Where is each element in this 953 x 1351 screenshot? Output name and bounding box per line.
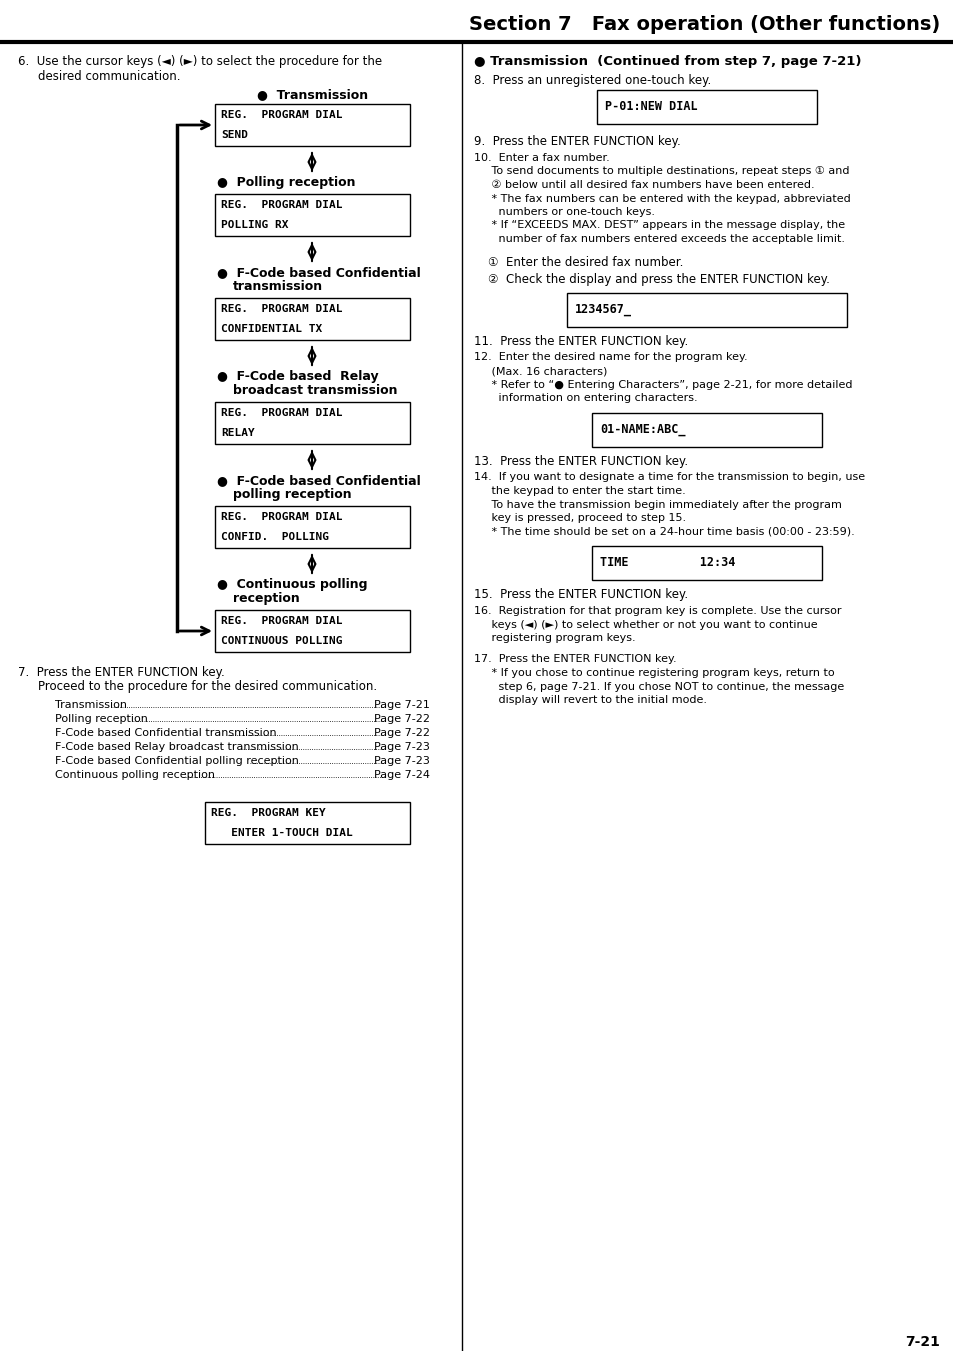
Text: REG.  PROGRAM DIAL: REG. PROGRAM DIAL [221,616,342,626]
Text: Continuous polling reception: Continuous polling reception [55,770,214,780]
Text: CONFID.  POLLING: CONFID. POLLING [221,532,329,543]
Text: 11.  Press the ENTER FUNCTION key.: 11. Press the ENTER FUNCTION key. [474,335,687,347]
Text: polling reception: polling reception [233,488,352,501]
Text: step 6, page 7-21. If you chose NOT to continue, the message: step 6, page 7-21. If you chose NOT to c… [474,681,843,692]
Text: F-Code based Relay broadcast transmission: F-Code based Relay broadcast transmissio… [55,742,298,753]
Text: CONTINUOUS POLLING: CONTINUOUS POLLING [221,636,342,647]
Text: Section 7   Fax operation (Other functions): Section 7 Fax operation (Other functions… [468,15,939,34]
Text: 8.  Press an unregistered one-touch key.: 8. Press an unregistered one-touch key. [474,74,711,86]
Bar [597,91,816,124]
Text: 16.  Registration for that program key is complete. Use the cursor: 16. Registration for that program key is… [474,607,841,616]
Text: * If you chose to continue registering program keys, return to: * If you chose to continue registering p… [474,667,834,678]
Text: transmission: transmission [233,280,323,293]
Bar [214,299,410,340]
Text: 7.  Press the ENTER FUNCTION key.: 7. Press the ENTER FUNCTION key. [18,666,225,680]
Text: Transmission: Transmission [55,700,127,711]
Text: ①  Enter the desired fax number.: ① Enter the desired fax number. [488,255,682,269]
Text: ②  Check the display and press the ENTER FUNCTION key.: ② Check the display and press the ENTER … [488,273,829,285]
Text: display will revert to the initial mode.: display will revert to the initial mode. [474,694,706,705]
Text: 12.  Enter the desired name for the program key.: 12. Enter the desired name for the progr… [474,353,747,362]
Text: RELAY: RELAY [221,428,254,439]
Text: Page 7-22: Page 7-22 [374,728,430,738]
Text: TIME          12:34: TIME 12:34 [599,557,735,570]
Text: 01-NAME:ABC_: 01-NAME:ABC_ [599,423,685,436]
Text: 15.  Press the ENTER FUNCTION key.: 15. Press the ENTER FUNCTION key. [474,588,687,601]
Text: Page 7-23: Page 7-23 [374,757,430,766]
Text: (Max. 16 characters): (Max. 16 characters) [474,366,607,376]
Text: 13.  Press the ENTER FUNCTION key.: 13. Press the ENTER FUNCTION key. [474,454,687,467]
Text: ② below until all desired fax numbers have been entered.: ② below until all desired fax numbers ha… [474,180,814,190]
Text: ●  Transmission: ● Transmission [256,88,368,101]
Text: ENTER 1-TOUCH DIAL: ENTER 1-TOUCH DIAL [211,828,353,839]
Text: F-Code based Confidential transmission: F-Code based Confidential transmission [55,728,276,738]
Text: ● Transmission  (Continued from step 7, page 7-21): ● Transmission (Continued from step 7, p… [474,55,861,68]
Text: Page 7-22: Page 7-22 [374,713,430,724]
Text: To have the transmission begin immediately after the program: To have the transmission begin immediate… [474,500,841,509]
Text: REG.  PROGRAM DIAL: REG. PROGRAM DIAL [221,408,342,417]
Text: 9.  Press the ENTER FUNCTION key.: 9. Press the ENTER FUNCTION key. [474,135,680,149]
Text: numbers or one-touch keys.: numbers or one-touch keys. [474,207,655,218]
Text: CONFIDENTIAL TX: CONFIDENTIAL TX [221,324,322,335]
Text: 7-21: 7-21 [904,1335,939,1350]
Text: broadcast transmission: broadcast transmission [233,384,397,397]
Text: reception: reception [233,592,299,605]
Text: 10.  Enter a fax number.: 10. Enter a fax number. [474,153,609,163]
Text: POLLING RX: POLLING RX [221,220,288,231]
Bar [205,802,410,844]
Text: * Refer to “● Entering Characters”, page 2-21, for more detailed: * Refer to “● Entering Characters”, page… [474,380,852,389]
Text: 17.  Press the ENTER FUNCTION key.: 17. Press the ENTER FUNCTION key. [474,654,676,665]
Bar [214,611,410,653]
Bar [566,293,846,327]
Text: desired communication.: desired communication. [38,70,180,82]
Text: SEND: SEND [221,131,248,141]
Bar [214,104,410,146]
Text: REG.  PROGRAM DIAL: REG. PROGRAM DIAL [221,200,342,209]
Bar [214,403,410,444]
Text: P-01:NEW DIAL: P-01:NEW DIAL [604,100,697,113]
Text: Polling reception: Polling reception [55,713,148,724]
Text: ●  F-Code based Confidential: ● F-Code based Confidential [216,266,420,280]
Text: ●  F-Code based Confidential: ● F-Code based Confidential [216,474,420,486]
Text: Page 7-24: Page 7-24 [374,770,430,780]
Text: the keypad to enter the start time.: the keypad to enter the start time. [474,486,685,496]
Text: * The fax numbers can be entered with the keypad, abbreviated: * The fax numbers can be entered with th… [474,193,850,204]
Text: registering program keys.: registering program keys. [474,634,635,643]
Bar [214,195,410,236]
Text: ●  F-Code based  Relay: ● F-Code based Relay [216,370,378,382]
Text: information on entering characters.: information on entering characters. [474,393,697,403]
Text: 14.  If you want to designate a time for the transmission to begin, use: 14. If you want to designate a time for … [474,473,864,482]
Text: REG.  PROGRAM DIAL: REG. PROGRAM DIAL [221,512,342,521]
Text: ●  Polling reception: ● Polling reception [216,176,355,189]
Text: 1234567_: 1234567_ [575,303,631,316]
Text: REG.  PROGRAM DIAL: REG. PROGRAM DIAL [221,304,342,313]
Text: REG.  PROGRAM KEY: REG. PROGRAM KEY [211,808,325,817]
Text: Page 7-23: Page 7-23 [374,742,430,753]
Text: * If “EXCEEDS MAX. DEST” appears in the message display, the: * If “EXCEEDS MAX. DEST” appears in the … [474,220,844,231]
Bar [214,507,410,549]
Text: key is pressed, proceed to step 15.: key is pressed, proceed to step 15. [474,513,685,523]
Text: F-Code based Confidential polling reception: F-Code based Confidential polling recept… [55,757,298,766]
Text: 6.  Use the cursor keys (◄) (►) to select the procedure for the: 6. Use the cursor keys (◄) (►) to select… [18,55,382,68]
Text: To send documents to multiple destinations, repeat steps ① and: To send documents to multiple destinatio… [474,166,848,177]
Bar [592,546,821,580]
Text: REG.  PROGRAM DIAL: REG. PROGRAM DIAL [221,109,342,119]
Text: Page 7-21: Page 7-21 [374,700,430,711]
Text: number of fax numbers entered exceeds the acceptable limit.: number of fax numbers entered exceeds th… [474,234,844,245]
Bar [592,412,821,446]
Text: Proceed to the procedure for the desired communication.: Proceed to the procedure for the desired… [38,680,376,693]
Text: * The time should be set on a 24-hour time basis (00:00 - 23:59).: * The time should be set on a 24-hour ti… [474,527,854,536]
Text: keys (◄) (►) to select whether or not you want to continue: keys (◄) (►) to select whether or not yo… [474,620,817,630]
Text: ●  Continuous polling: ● Continuous polling [216,578,367,590]
